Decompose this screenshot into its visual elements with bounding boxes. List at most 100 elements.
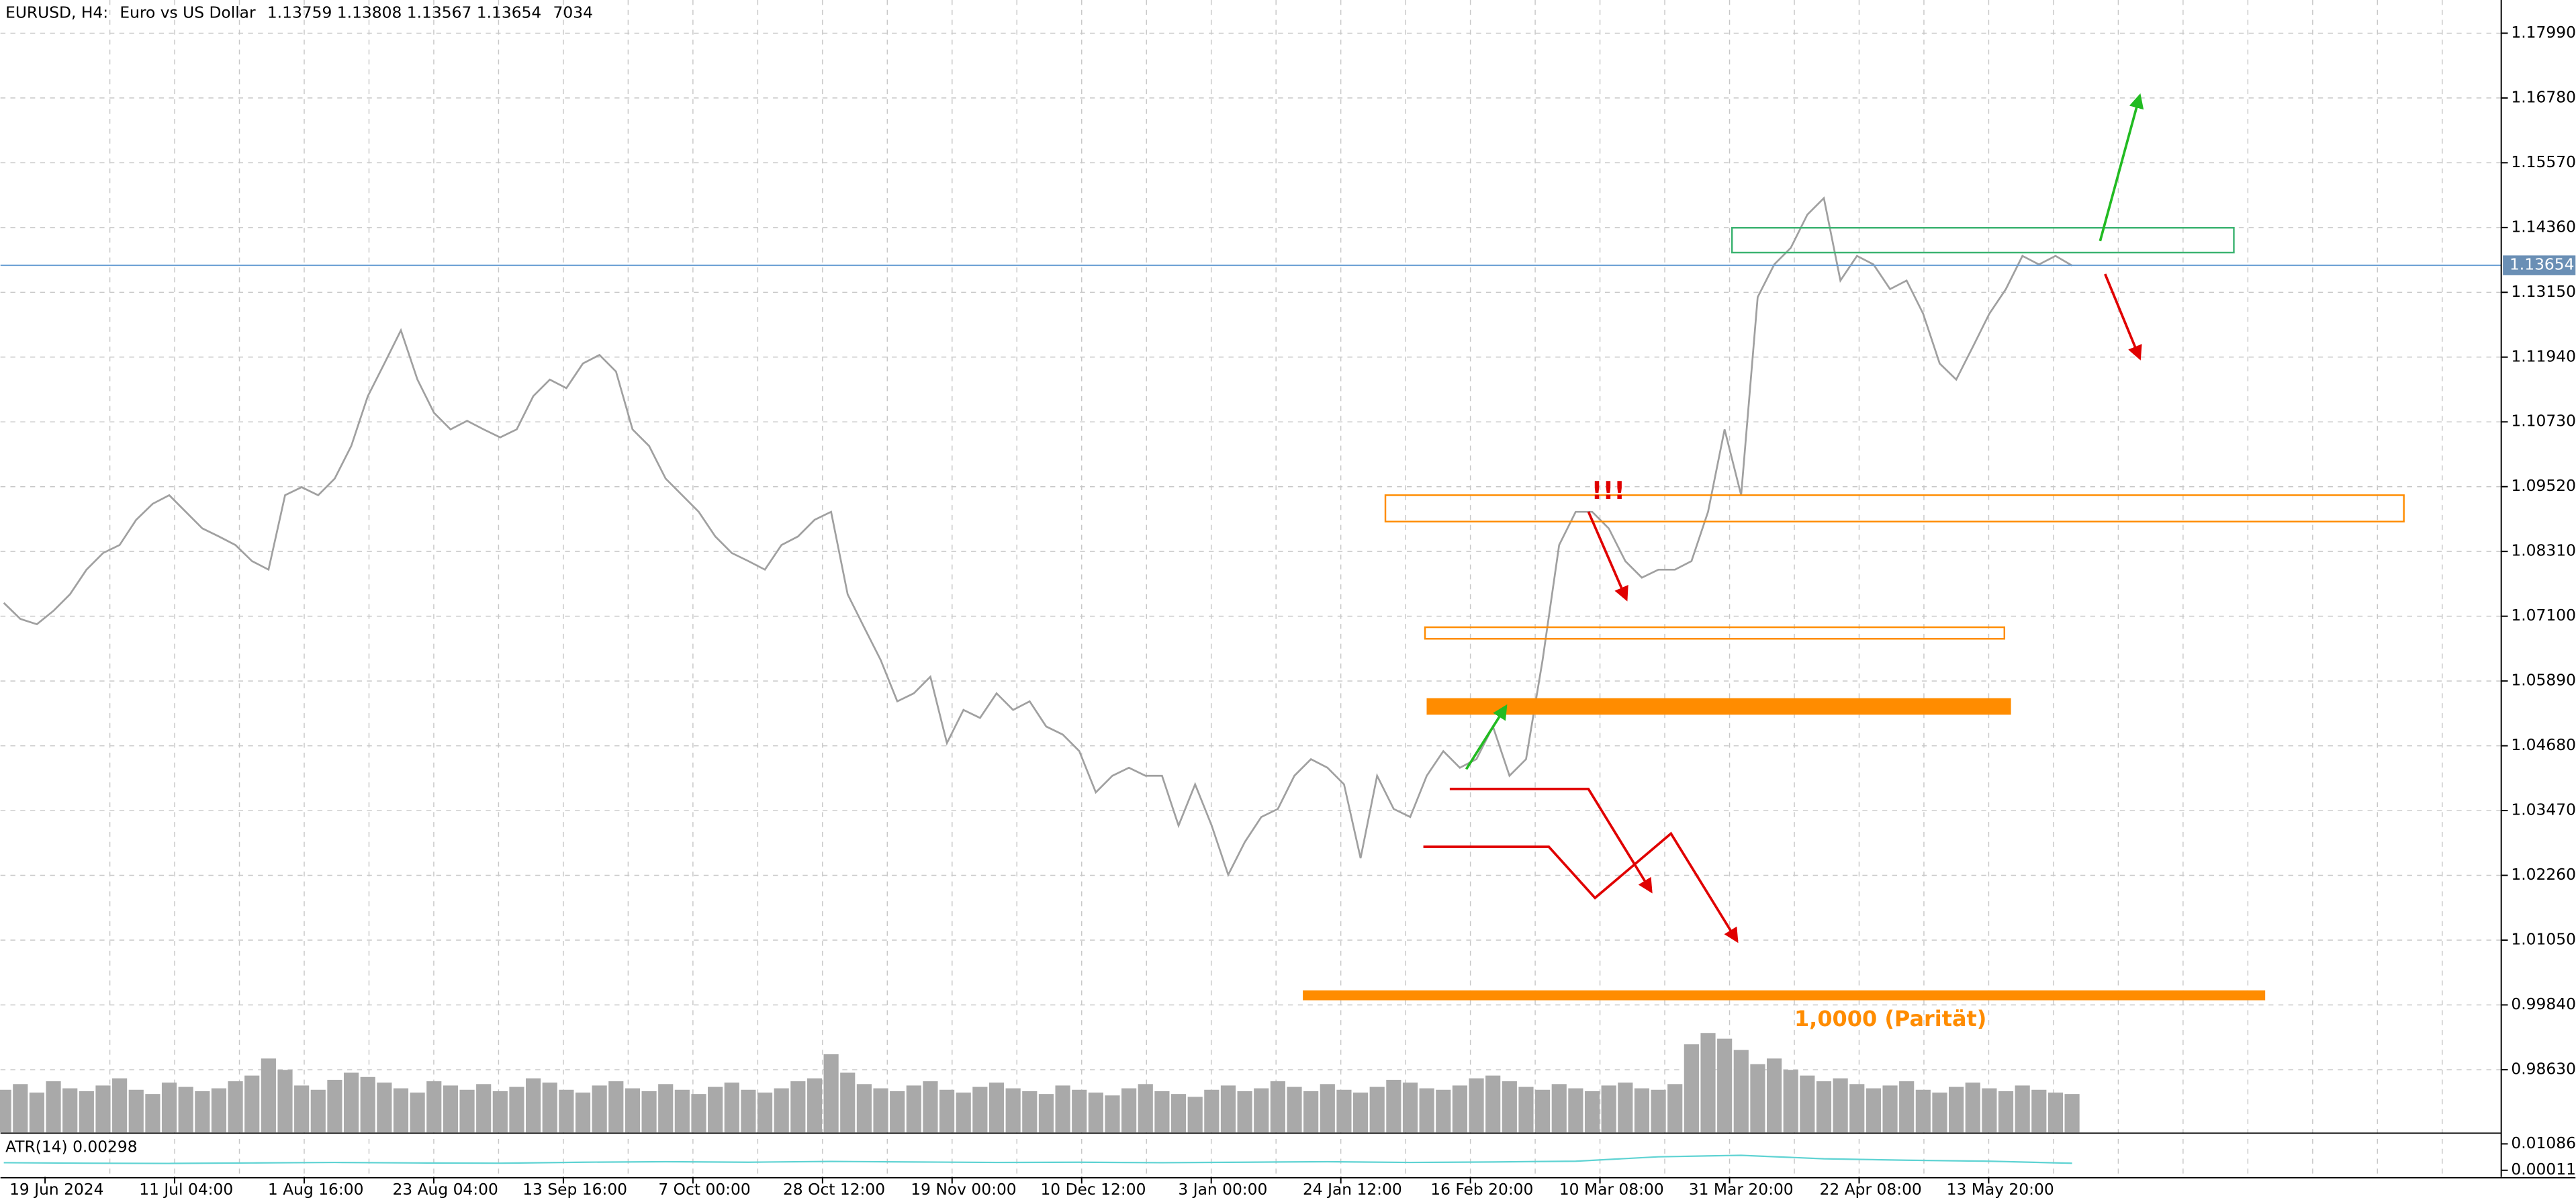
volume-bar bbox=[1551, 1084, 1567, 1133]
volume-bar bbox=[1154, 1091, 1170, 1133]
y-tick-label: 0.01086 bbox=[2511, 1134, 2576, 1152]
volume-bar bbox=[1601, 1085, 1616, 1133]
volume-bar bbox=[1220, 1085, 1236, 1133]
y-tick-label: 1.02260 bbox=[2511, 865, 2576, 884]
x-tick-label: 10 Mar 08:00 bbox=[1559, 1180, 1664, 1199]
volume-bar bbox=[2031, 1089, 2047, 1133]
price-line bbox=[3, 196, 2073, 878]
volume-bar bbox=[691, 1094, 706, 1133]
volume-bar bbox=[1452, 1085, 1467, 1133]
x-tick-label: 24 Jan 12:00 bbox=[1303, 1180, 1402, 1199]
volume-bar bbox=[1237, 1091, 1252, 1133]
y-tick-label: 1.15570 bbox=[2511, 152, 2576, 171]
atr-name: ATR(14) bbox=[5, 1137, 68, 1156]
y-tick-label: 1.04680 bbox=[2511, 735, 2576, 754]
volume-bar bbox=[277, 1070, 293, 1133]
volume-bar bbox=[1419, 1088, 1434, 1133]
volume-bar bbox=[29, 1093, 45, 1133]
volume-bar bbox=[1700, 1033, 1716, 1133]
volume-bar bbox=[1816, 1081, 1832, 1133]
volume-bar bbox=[327, 1080, 342, 1133]
volume-bar bbox=[1568, 1088, 1583, 1133]
atr-value: 0.00298 bbox=[73, 1137, 138, 1156]
x-tick-label: 23 Aug 04:00 bbox=[392, 1180, 498, 1199]
annotation: !!! bbox=[1592, 476, 1625, 505]
volume-bar bbox=[1072, 1089, 1087, 1133]
volume-bar bbox=[46, 1081, 61, 1133]
volume-bar bbox=[1270, 1081, 1285, 1133]
support-zone bbox=[1426, 698, 2011, 715]
open: 1.13759 bbox=[267, 3, 332, 21]
volume-bar bbox=[774, 1088, 789, 1133]
volume-bar bbox=[1485, 1075, 1501, 1133]
volume-bar bbox=[790, 1081, 806, 1133]
volume-bar bbox=[823, 1054, 839, 1133]
volume-bar bbox=[95, 1085, 111, 1133]
down-arrow bbox=[1587, 511, 1628, 602]
low: 1.13567 bbox=[407, 3, 472, 21]
volume-bar bbox=[856, 1084, 872, 1133]
volume-bar bbox=[1651, 1089, 1666, 1133]
current-price-box bbox=[2503, 255, 2576, 275]
x-tick-label: 31 Mar 20:00 bbox=[1689, 1180, 1794, 1199]
x-tick-label: 3 Jan 00:00 bbox=[1178, 1180, 1267, 1199]
path-arrow bbox=[1449, 788, 1653, 894]
annotation: 1,0000 (Parität) bbox=[1794, 1006, 1986, 1031]
y-tick-label: 1.09520 bbox=[2511, 476, 2576, 495]
volume-bar bbox=[1386, 1080, 1401, 1133]
volume-bar bbox=[426, 1081, 442, 1133]
volume-bar bbox=[988, 1082, 1005, 1133]
x-tick-label: 11 Jul 04:00 bbox=[139, 1180, 233, 1199]
volume-bar bbox=[1717, 1038, 1733, 1133]
volume-bar bbox=[1833, 1078, 1848, 1133]
volume-bar bbox=[492, 1091, 508, 1133]
description: Euro vs US Dollar bbox=[120, 3, 256, 21]
y-tick-label: 1.03470 bbox=[2511, 800, 2576, 819]
volume-bar bbox=[708, 1087, 723, 1133]
volume-bar bbox=[807, 1078, 823, 1133]
volume-bar bbox=[923, 1081, 938, 1133]
volume-bar bbox=[1684, 1044, 1699, 1133]
volume-bar bbox=[1849, 1084, 1865, 1133]
volume-bar bbox=[79, 1091, 94, 1133]
header: EURUSD, H4: Euro vs US Dollar 1.13759 1.… bbox=[5, 3, 593, 21]
volume-bar bbox=[1055, 1085, 1070, 1133]
zone bbox=[1384, 494, 2405, 522]
volume-bar bbox=[244, 1075, 260, 1133]
volume-bar bbox=[873, 1088, 888, 1133]
x-tick-label: 28 Oct 12:00 bbox=[783, 1180, 885, 1199]
volume-bar bbox=[575, 1093, 591, 1133]
volume-bar bbox=[592, 1085, 607, 1133]
volume-bar bbox=[625, 1088, 641, 1133]
y-tick-label: 1.07100 bbox=[2511, 606, 2576, 625]
volume-bar bbox=[658, 1084, 674, 1133]
x-tick-label: 10 Dec 12:00 bbox=[1040, 1180, 1146, 1199]
up-arrow bbox=[2099, 93, 2144, 242]
volume-bar bbox=[1866, 1088, 1881, 1133]
volume-bar bbox=[1121, 1088, 1137, 1133]
volume-bar bbox=[294, 1085, 310, 1133]
volume-bar bbox=[1105, 1095, 1120, 1133]
volume-bar bbox=[360, 1076, 375, 1133]
volume-bar bbox=[542, 1082, 557, 1133]
volume-bar bbox=[1287, 1087, 1302, 1133]
y-tick-label: 0.00011 bbox=[2511, 1160, 2576, 1179]
volume-bar bbox=[1998, 1091, 2014, 1133]
y-tick-label: 1.11940 bbox=[2511, 347, 2576, 365]
y-tick-label: 1.10730 bbox=[2511, 412, 2576, 430]
volume-bar bbox=[1204, 1089, 1220, 1133]
volume-bar bbox=[1766, 1058, 1782, 1133]
volume-bar bbox=[1882, 1085, 1898, 1133]
volume-bar bbox=[1667, 1084, 1683, 1133]
volume-bar bbox=[1138, 1084, 1153, 1133]
volume-bar bbox=[1518, 1087, 1534, 1133]
x-tick-label: 13 May 20:00 bbox=[1947, 1180, 2054, 1199]
volume-bar bbox=[13, 1084, 28, 1133]
y-tick-label: 1.17990 bbox=[2511, 23, 2576, 42]
volume-bar bbox=[1750, 1064, 1765, 1133]
volume-bar bbox=[2048, 1093, 2064, 1133]
symbol: EURUSD, H4: bbox=[5, 3, 108, 21]
volume-bar bbox=[1634, 1088, 1650, 1133]
y-tick-label: 1.08310 bbox=[2511, 541, 2576, 560]
